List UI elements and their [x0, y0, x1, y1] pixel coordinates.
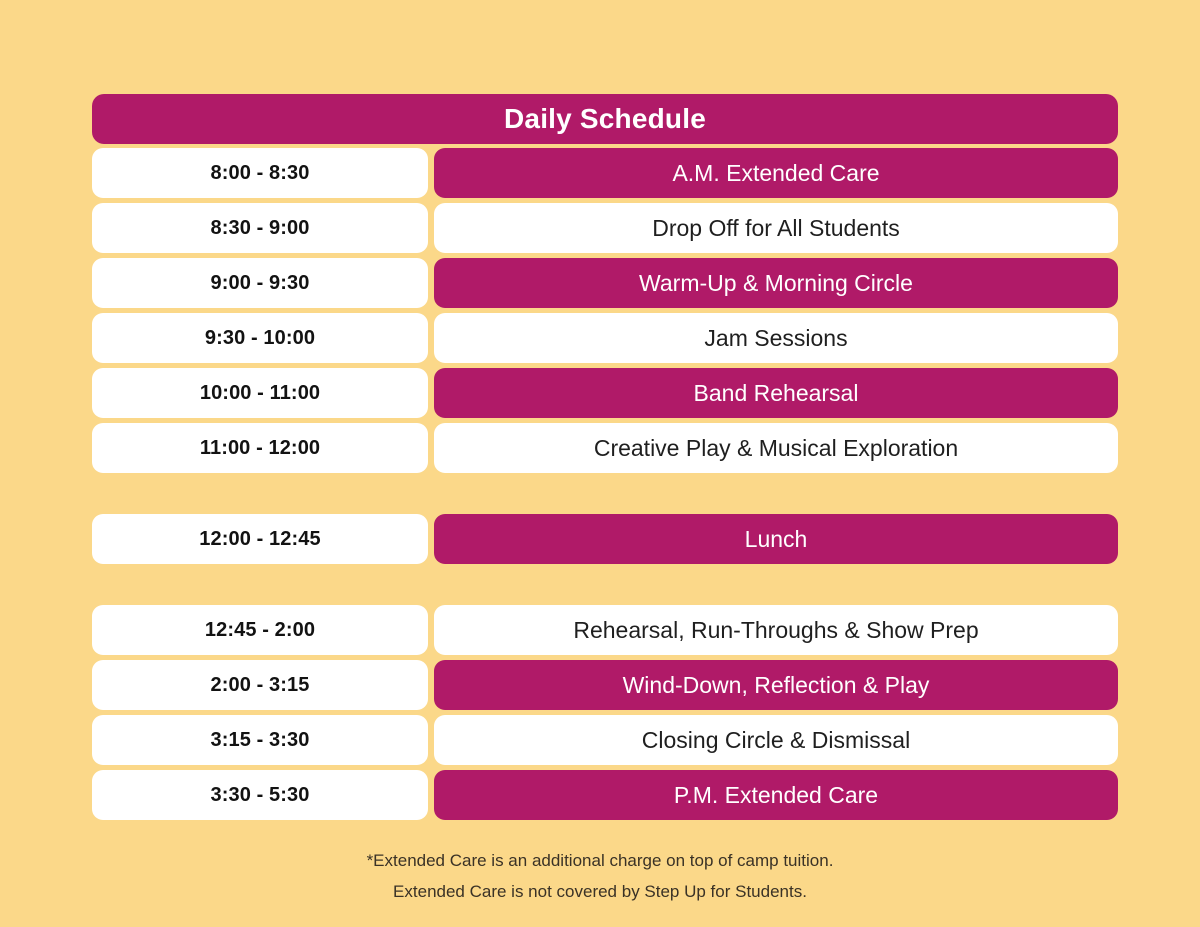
- time-slot: 9:00 - 9:30: [92, 258, 428, 308]
- page-title: Daily Schedule: [504, 103, 706, 134]
- activity-label: Lunch: [434, 514, 1118, 564]
- activity-label: Closing Circle & Dismissal: [434, 715, 1118, 765]
- time-slot: 12:00 - 12:45: [92, 514, 428, 564]
- schedule-row: 11:00 - 12:00 Creative Play & Musical Exp…: [92, 423, 1118, 473]
- schedule-row: 3:15 - 3:30 Closing Circle & Dismissal: [92, 715, 1118, 765]
- schedule-block-afternoon: 12:45 - 2:00 Rehearsal, Run-Throughs & Sh…: [92, 605, 1118, 820]
- activity-label: Warm-Up & Morning Circle: [434, 258, 1118, 308]
- schedule-row: 8:30 - 9:00 Drop Off for All Students: [92, 203, 1118, 253]
- activity-label: Jam Sessions: [434, 313, 1118, 363]
- schedule-blocks: 8:00 - 8:30 A.M. Extended Care 8:30 - 9:00…: [92, 148, 1118, 820]
- activity-label: Drop Off for All Students: [434, 203, 1118, 253]
- schedule-row: 9:30 - 10:00 Jam Sessions: [92, 313, 1118, 363]
- time-slot: 9:30 - 10:00: [92, 313, 428, 363]
- footnote-line-1: *Extended Care is an additional charge o…: [366, 851, 834, 870]
- footnote: *Extended Care is an additional charge o…: [0, 845, 1200, 907]
- time-slot: 11:00 - 12:00: [92, 423, 428, 473]
- footnote-line-2: Extended Care is not covered by Step Up …: [393, 882, 807, 901]
- schedule-row: 3:30 - 5:30 P.M. Extended Care: [92, 770, 1118, 820]
- activity-label: Creative Play & Musical Exploration: [434, 423, 1118, 473]
- activity-label: Wind-Down, Reflection & Play: [434, 660, 1118, 710]
- time-slot: 10:00 - 11:00: [92, 368, 428, 418]
- schedule-container: Daily Schedule 8:00 - 8:30 A.M. Extended …: [92, 94, 1118, 820]
- activity-label: A.M. Extended Care: [434, 148, 1118, 198]
- activity-label: Band Rehearsal: [434, 368, 1118, 418]
- schedule-block-midday: 12:00 - 12:45 Lunch: [92, 514, 1118, 564]
- time-slot: 3:30 - 5:30: [92, 770, 428, 820]
- schedule-block-morning: 8:00 - 8:30 A.M. Extended Care 8:30 - 9:00…: [92, 148, 1118, 473]
- time-slot: 2:00 - 3:15: [92, 660, 428, 710]
- activity-label: Rehearsal, Run-Throughs & Show Prep: [434, 605, 1118, 655]
- schedule-row: 12:45 - 2:00 Rehearsal, Run-Throughs & Sh…: [92, 605, 1118, 655]
- schedule-row: 8:00 - 8:30 A.M. Extended Care: [92, 148, 1118, 198]
- schedule-row: 2:00 - 3:15 Wind-Down, Reflection & Play: [92, 660, 1118, 710]
- time-slot: 8:00 - 8:30: [92, 148, 428, 198]
- time-slot: 3:15 - 3:30: [92, 715, 428, 765]
- schedule-row: 10:00 - 11:00 Band Rehearsal: [92, 368, 1118, 418]
- schedule-header-bar: Daily Schedule: [92, 94, 1118, 144]
- activity-label: P.M. Extended Care: [434, 770, 1118, 820]
- time-slot: 12:45 - 2:00: [92, 605, 428, 655]
- time-slot: 8:30 - 9:00: [92, 203, 428, 253]
- schedule-row: 9:00 - 9:30 Warm-Up & Morning Circle: [92, 258, 1118, 308]
- schedule-row: 12:00 - 12:45 Lunch: [92, 514, 1118, 564]
